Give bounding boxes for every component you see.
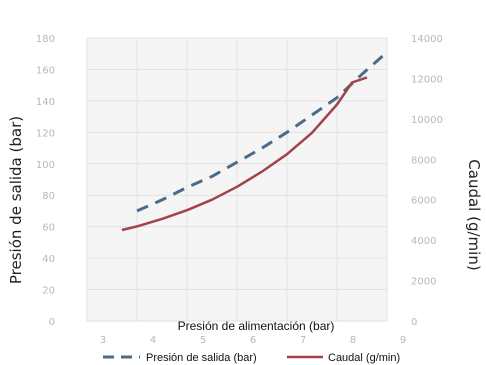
y-left-tick-label: 160 [36,65,55,76]
legend: Presión de salida (bar) Caudal (g/min) [103,352,400,364]
y-right-tick-label: 12000 [411,74,443,85]
x-tick-label: 3 [100,335,106,346]
y-left-tick-label: 140 [36,97,55,108]
grid-lines [86,37,388,322]
y-left-tick-label: 180 [36,34,55,45]
y-right-tick-label: 8000 [411,155,436,166]
x-axis-title: Presión de alimentación (bar) [178,319,335,333]
x-tick-labels: 3 4 5 6 7 8 9 [100,335,406,346]
y-left-tick-label: 100 [36,160,55,171]
y-left-tick-labels: 0 20 40 60 80 100 120 140 160 180 [36,34,55,328]
series-layer [121,51,388,232]
series-line-caudal [121,76,368,232]
y-left-tick-label: 120 [36,128,55,139]
y-left-tick-label: 0 [49,317,55,328]
series-line-presion-de-salida [136,51,388,213]
x-tick-label: 9 [400,335,406,346]
y-left-tick-label: 60 [42,223,55,234]
x-tick-label: 5 [200,335,206,346]
y-right-tick-label: 0 [411,317,417,328]
x-tick-label: 7 [300,335,306,346]
y-right-tick-label: 10000 [411,115,443,126]
y-right-tick-label: 6000 [411,196,436,207]
x-tick-label: 8 [350,335,356,346]
y-right-tick-label: 2000 [411,277,436,288]
y-right-tick-labels: 0 2000 4000 6000 8000 10000 12000 14000 [411,34,443,328]
y-left-tick-label: 80 [42,191,55,202]
y-left-tick-label: 20 [42,286,55,297]
y-right-axis-title: Caudal (g/min) [465,159,483,270]
x-tick-label: 4 [150,335,156,346]
legend-label-presion-de-salida: Presión de salida (bar) [146,352,257,364]
y-left-axis-title: Presión de salida (bar) [7,116,25,284]
y-right-tick-label: 4000 [411,236,436,247]
x-tick-label: 6 [250,335,256,346]
y-left-tick-label: 40 [42,254,55,265]
y-right-tick-label: 14000 [411,34,443,45]
legend-label-caudal: Caudal (g/min) [328,352,400,364]
